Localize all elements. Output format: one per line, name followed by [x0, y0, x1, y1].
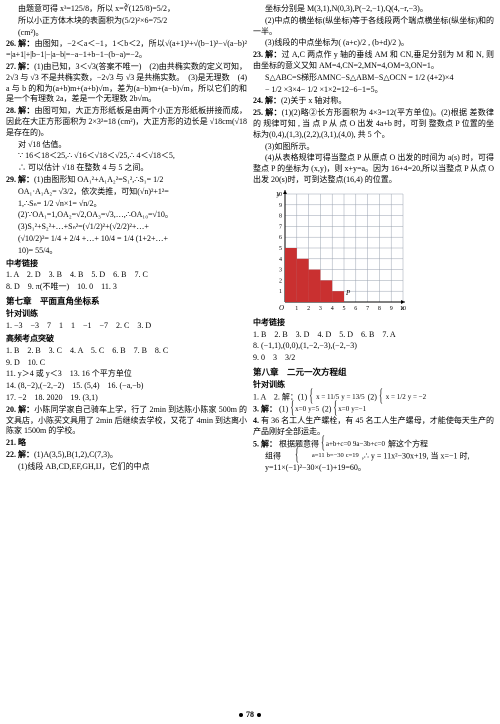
text: (2)∵OA₁=1,OA₂=√2,OA₃=√3,…,∴OA₁₀=√10。	[6, 210, 247, 221]
text: (cm²)。	[6, 28, 247, 39]
svg-text:1: 1	[279, 289, 282, 295]
svg-text:8: 8	[378, 306, 381, 312]
answers: 17. −2 18. 2020 19. (3,1)	[6, 393, 247, 404]
text: 对 √18 估值。	[6, 140, 247, 151]
subhead-gpkd: 高频考点突破	[6, 334, 247, 345]
svg-text:2: 2	[279, 278, 282, 284]
subhead-zdxl: 针对训练	[253, 380, 494, 391]
item-21: 21. 略	[6, 438, 247, 449]
svg-text:3: 3	[319, 306, 322, 312]
svg-text:6: 6	[279, 235, 282, 241]
answers: 11. y＞4 或 y＜3 13. 16 个平方单位	[6, 369, 247, 380]
bar-chart: 1234567891012345678910xyOP	[267, 188, 494, 316]
answers: 1. B 2. B 3. C 4. A 5. C 6. B 7. B 8. C	[6, 346, 247, 357]
text: (3)线段的中点坐标为( (a+c)/2 , (b+d)/2 )。	[253, 38, 494, 49]
item-27: 27. 解：(1)由已知，3＜√3(答案不唯一) (2)由共椭实数的定义可知，2…	[6, 62, 247, 105]
text: − 1/2 ×3×4− 1/2 ×1×2=12−6−1=5。	[253, 85, 494, 96]
left-column: 由题意可得 x³=125/8，所以 x=∛(125/8)=5/2， 所以小正方体…	[6, 4, 247, 475]
text: (4)从表格规律可得当整点 P 从原点 O 出发的时间为 a(s) 时，可得整点…	[253, 153, 494, 185]
svg-text:P: P	[345, 289, 351, 297]
item-28: 28. 解：由图可知，大正方形纸板是由两个小正方形纸板拼接而成，因此在大正方形面…	[6, 106, 247, 138]
subhead-zklj: 中考链接	[6, 259, 247, 270]
answers: 14. (8,−2),(−2,−2) 15. (5,4) 16. (−a,−b)	[6, 381, 247, 392]
item-25: 25. 解：(1)(2)略②长方形面积为 4×3=12(平方单位)。(2)根据 …	[253, 108, 494, 140]
item-3: 3. 解： (1) {x=0y=5 (2) {x=0y=−1	[253, 404, 494, 415]
text: (3)如图所示。	[253, 142, 494, 153]
answers: 8. (−1,1),(0,0),(1,−2,−3),(−2,−3)	[253, 341, 494, 352]
text: (1)线段 AB,CD,EF,GH,IJ，它们的中点	[6, 462, 247, 473]
svg-text:6: 6	[354, 306, 357, 312]
text: OA₁·A₁A₂= √3/2，依次类推，可知(√n)²+1²=	[6, 187, 247, 198]
item-29: 29. 解：(1)由图形知 OA₁²+A₁A₂²=S₁²,∴S₁= 1/2	[6, 175, 247, 186]
chapter-8-heading: 第八章 二元一次方程组	[253, 367, 494, 378]
svg-text:5: 5	[343, 306, 346, 312]
text: 组得 {a=11b=−30c=19 ,∴ y = 11x²−30x+19, 当 …	[253, 451, 494, 462]
answers: 1. B 2. B 3. D 4. D 5. D 6. B 7. A	[253, 330, 494, 341]
item-22: 22. 解：(1)A(3,5),B(1,2),C(7,3)。	[6, 450, 247, 461]
svg-text:4: 4	[331, 306, 334, 312]
text: 1,∴Sₙ= 1/2 √n×1= √n/2。	[6, 199, 247, 210]
text: ∴ 可以估计 √18 在整数 4 与 5 之间。	[6, 163, 247, 174]
text: (√10/2)²= 1/4 + 2/4 +…+ 10/4 = 1/4 (1+2+…	[6, 234, 247, 245]
text: 10)= 55/4。	[6, 246, 247, 257]
item-4: 4. 有 36 名工人生产螺栓，有 45 名工人生产螺母，才能使每天生产的产品刚…	[253, 416, 494, 438]
svg-text:9: 9	[390, 306, 393, 312]
svg-text:3: 3	[279, 267, 282, 273]
item-1-2: 1. A 2. 解：(1) { x = 11/5y = 13/5 (2) { x…	[253, 392, 494, 403]
svg-text:O: O	[279, 304, 284, 312]
text: 所以小正方体木块的表面积为(5/2)²×6=75/2	[6, 16, 247, 27]
svg-text:8: 8	[279, 213, 282, 219]
item-23: 23. 解：过 A,C 两点作 y 轴的垂线 AM 和 CN,垂足分别为 M 和…	[253, 50, 494, 72]
right-column: 坐标分别是 M(3,1),N(0,3),P(−2,−1),Q(4,−r,−3)。…	[253, 4, 494, 475]
text: S△ABC=S梯形AMNC−S△ABM−S△OCN = 1/2 (4+2)×4	[253, 73, 494, 84]
answers: 8. D 9. π(不唯一) 10. 0 11. 3	[6, 282, 247, 293]
item-20: 20. 解：小陈同学家自己骑车上学，行了 2min 到达陈小陈家 500m 的文…	[6, 405, 247, 437]
text: ∵ 16＜18＜25,∴ √16＜√18＜√25,∴ 4＜√18＜5,	[6, 151, 247, 162]
answers: 1. A 2. D 3. B 4. B 5. D 6. B 7. C	[6, 270, 247, 281]
text: 由题意可得 x³=125/8，所以 x=∛(125/8)=5/2，	[6, 4, 247, 15]
answers: 9. 0 3 3/2	[253, 353, 494, 364]
text: (2)中点的横坐标(纵坐标)等于各线段两个端点横坐标(纵坐标)和的一半。	[253, 16, 494, 38]
subhead-zdxl: 针对训练	[6, 309, 247, 320]
chapter-7-heading: 第七章 平面直角坐标系	[6, 296, 247, 307]
text: (3)S₁²+S₂²+…+Sₙ²=(√1/2)²+(√2/2)²+…+	[6, 222, 247, 233]
answers: 1. −3 −3 7 1 1 −1 −7 2. C 3. D	[6, 321, 247, 332]
svg-text:9: 9	[279, 203, 282, 209]
svg-text:7: 7	[279, 224, 282, 230]
item-26: 26. 解：由图知，−2＜a＜−1，1＜b＜2，所以√(a+1)²+√(b−1)…	[6, 39, 247, 61]
svg-text:1: 1	[295, 306, 298, 312]
svg-text:7: 7	[366, 306, 369, 312]
answers: 9. D 10. C	[6, 358, 247, 369]
subhead-zklj: 中考链接	[253, 318, 494, 329]
svg-text:5: 5	[279, 246, 282, 252]
svg-text:2: 2	[307, 306, 310, 312]
text: 坐标分别是 M(3,1),N(0,3),P(−2,−1),Q(4,−r,−3)。	[253, 4, 494, 15]
page-number: 78	[0, 710, 500, 721]
svg-text:4: 4	[279, 257, 282, 263]
item-24: 24. 解：(2)关于 x 轴对称。	[253, 96, 494, 107]
